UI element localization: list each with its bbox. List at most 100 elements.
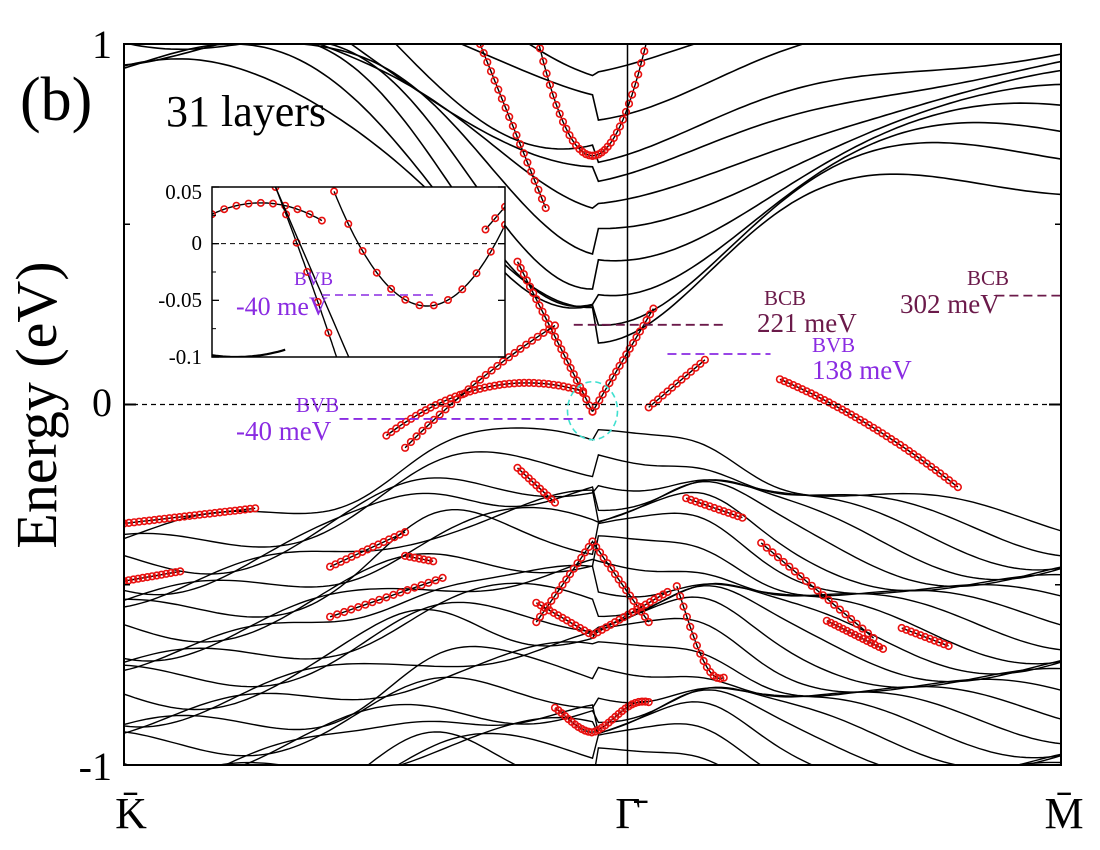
surface-state-point: [515, 378, 524, 388]
dirac-cone-right: [588, 304, 658, 416]
surface-state-point: [953, 483, 963, 492]
surface-state-point: [558, 117, 568, 126]
left-lower-branch-5: [401, 551, 438, 566]
surface-state-point: [625, 344, 634, 353]
left-lower-branch-3: [326, 527, 410, 571]
surface-state-point: [171, 568, 180, 577]
inset-y-tick-0: 0: [192, 231, 203, 255]
surface-state-point: [599, 553, 608, 563]
surface-state-point: [157, 570, 166, 579]
bulk-valence-band: [367, 731, 721, 765]
surface-state-point: [497, 94, 507, 103]
surface-state-point: [508, 121, 518, 131]
inset-surface-point: [358, 247, 367, 256]
surface-state-point: [210, 508, 219, 518]
surface-state-point: [476, 375, 485, 384]
surface-state-point: [435, 410, 444, 419]
surface-state-point: [162, 569, 171, 578]
surface-state-point: [870, 640, 880, 650]
surface-state-point: [820, 396, 829, 405]
surface-band-line: [124, 570, 181, 582]
surface-state-point: [920, 632, 930, 642]
surface-state-point: [658, 391, 667, 400]
surface-state-point: [535, 612, 545, 621]
surface-state-point: [587, 728, 596, 737]
surface-state-point: [447, 400, 456, 409]
surface-state-point: [618, 115, 628, 124]
surface-state-point: [935, 638, 944, 647]
surface-state-point: [138, 573, 147, 583]
surface-state-point: [902, 625, 911, 634]
surface-state-point: [649, 304, 658, 313]
surface-state-point: [220, 507, 229, 516]
surface-state-point: [134, 574, 143, 583]
inset-surface-point: [232, 201, 241, 210]
left-lower-branch-1: [124, 504, 260, 528]
inset-band-line: [484, 206, 505, 230]
surface-state-point: [785, 562, 794, 571]
bulk-valence-band: [124, 686, 1061, 765]
surface-state-point: [705, 502, 714, 511]
annotation-tag-bvb: BVB: [812, 333, 855, 357]
surface-state-point: [607, 564, 616, 573]
inset-surface-point: [458, 285, 467, 294]
surface-band-line: [685, 497, 743, 519]
inset-surface-point: [401, 295, 410, 304]
surface-state-point: [166, 568, 175, 578]
annotation-value: 302 meV: [900, 289, 1000, 319]
surface-state-point: [682, 612, 692, 621]
surface-state-point: [854, 632, 864, 642]
gamma-cluster-4: [672, 582, 728, 683]
surface-band-line: [592, 44, 647, 157]
inset-surface-point: [387, 284, 396, 293]
conduction-surface-left: [476, 44, 550, 213]
surface-state-point: [592, 542, 601, 552]
surface-state-point: [689, 632, 698, 641]
left-lower-branch-4: [326, 573, 447, 621]
surface-state-point: [757, 538, 766, 548]
surface-state-point: [464, 385, 473, 394]
surface-state-point: [129, 575, 138, 584]
surface-state-point: [251, 504, 260, 513]
surface-state-point: [629, 596, 638, 606]
surface-state-point: [610, 569, 620, 579]
surface-state-point: [618, 356, 628, 365]
surface-state-point: [835, 605, 845, 614]
surface-state-point: [838, 624, 847, 633]
surface-state-point: [663, 587, 672, 597]
surface-state-point: [779, 557, 788, 567]
surface-state-point: [806, 389, 816, 398]
surface-state-point: [143, 572, 152, 582]
surface-band-line: [676, 585, 724, 680]
surface-state-point: [572, 376, 582, 385]
surface-state-point: [628, 338, 638, 348]
bulk-valence-band: [124, 582, 1061, 675]
surface-state-point: [406, 437, 416, 447]
inset-surface-point: [491, 214, 500, 223]
surface-state-point: [939, 640, 949, 649]
surface-band-line: [535, 591, 668, 636]
surface-state-point: [532, 295, 541, 304]
surface-state-point: [124, 576, 133, 585]
surface-state-point: [862, 636, 872, 646]
surface-state-point: [490, 381, 499, 390]
bulk-conduction-band: [125, 44, 1061, 290]
bulk-conduction-band: [394, 44, 1061, 164]
annotation-tag-bcb: BCB: [967, 266, 1009, 290]
bulk-valence-band: [396, 723, 762, 765]
surface-state-point: [475, 384, 484, 393]
surface-state-point: [479, 48, 488, 58]
surface-state-point: [522, 340, 531, 349]
surface-state-point: [775, 375, 785, 384]
surface-state-point: [382, 593, 391, 602]
bulk-conduction-band: [527, 44, 697, 77]
surface-state-point: [124, 518, 134, 528]
surface-state-point: [130, 518, 139, 527]
inset-band-line: [212, 202, 323, 222]
surface-state-point: [793, 383, 802, 392]
surface-state-point: [645, 310, 655, 319]
surface-state-point: [682, 371, 691, 380]
surface-state-point: [584, 628, 593, 638]
